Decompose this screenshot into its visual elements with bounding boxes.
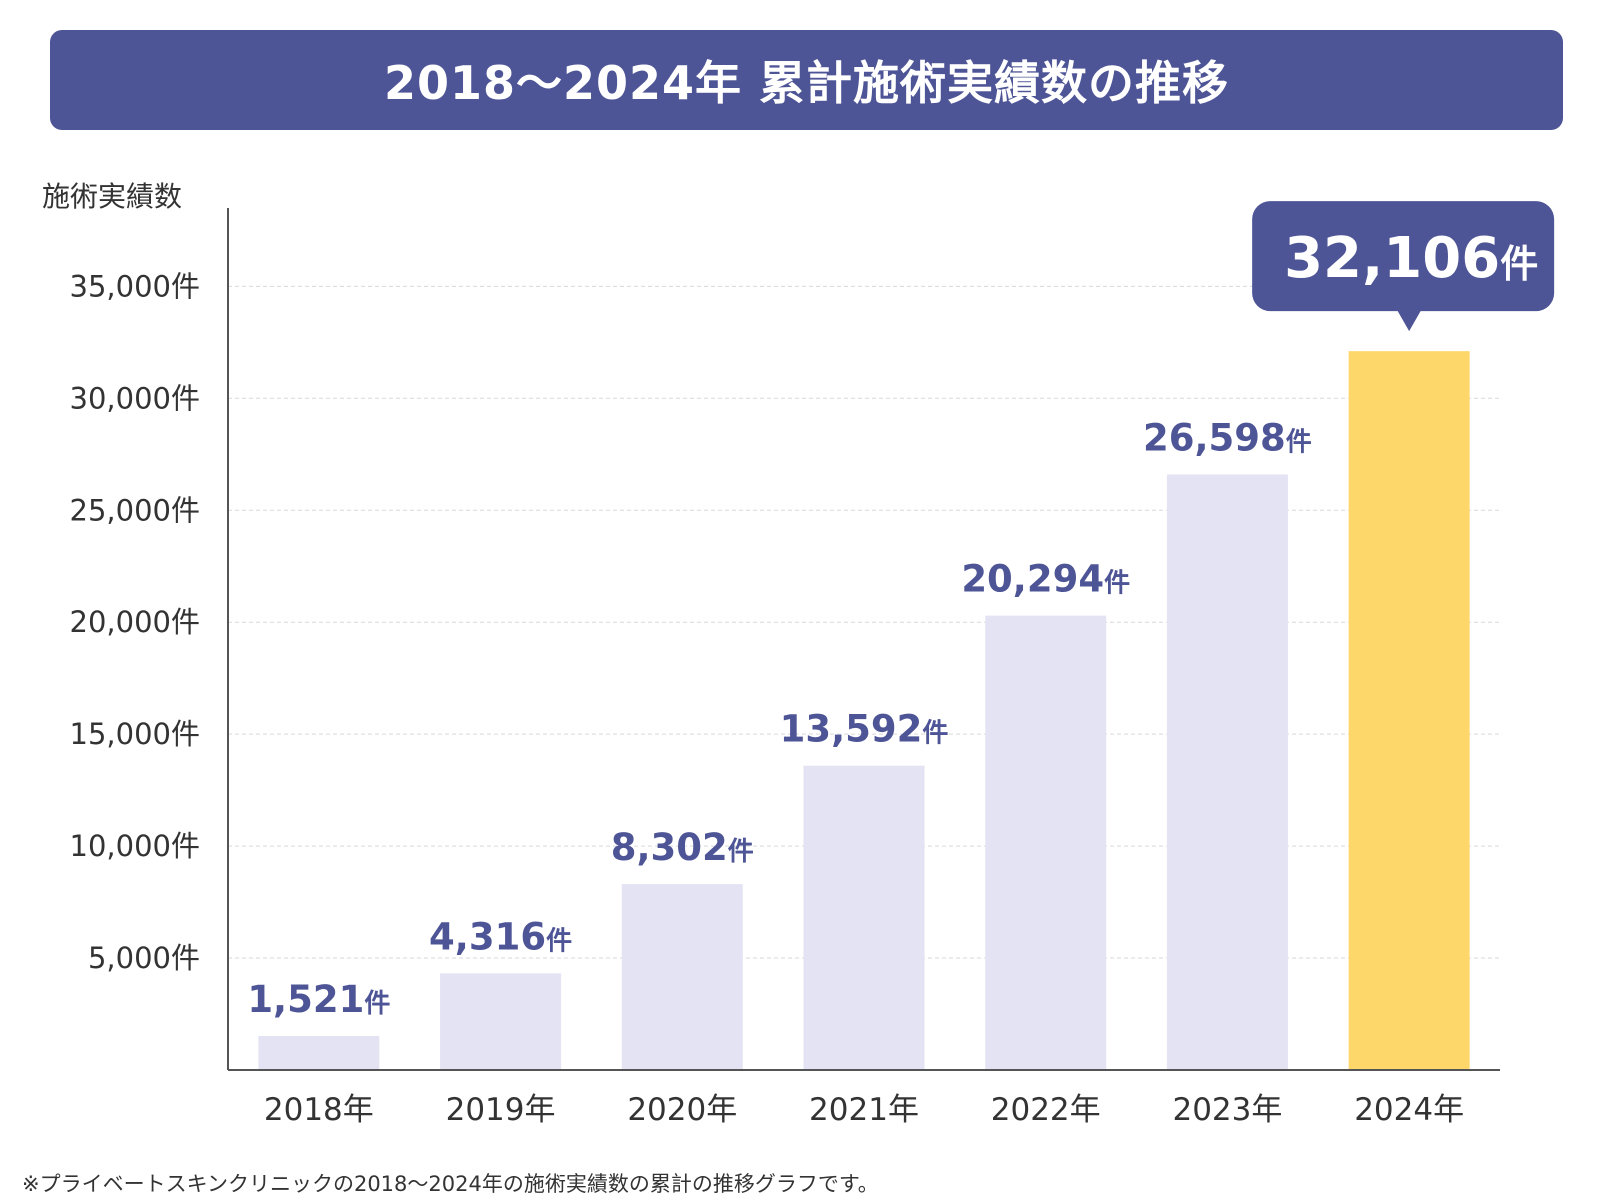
- callout-box: [1252, 201, 1555, 312]
- x-tick-label: 2022年: [991, 1092, 1101, 1128]
- bar: [1166, 474, 1288, 1070]
- x-tick-label: 2023年: [1172, 1092, 1282, 1128]
- data-label: 26,598件: [1143, 416, 1312, 459]
- data-label: 13,592件: [780, 708, 949, 751]
- y-tick-label: 20,000件: [70, 605, 200, 639]
- footnote: ※プライベートスキンクリニックの2018〜2024年の施術実績数の累計の推移グラ…: [22, 1172, 879, 1196]
- data-label: 32,106件: [1284, 226, 1538, 291]
- y-axis-label: 施術実績数: [42, 180, 183, 213]
- data-label: 8,302件: [611, 826, 754, 869]
- bar-chart: 5,000件 10,000件 15,000件 20,000件 25,000件 30,000…: [70, 201, 1555, 1128]
- x-tick-label: 2021年: [809, 1092, 919, 1128]
- y-tick-label: 5,000件: [88, 941, 200, 975]
- bar: [803, 765, 925, 1070]
- bar: [1348, 351, 1470, 1070]
- bar: [985, 615, 1107, 1070]
- y-tick-label: 30,000件: [70, 381, 200, 415]
- x-tick-label: 2018年: [264, 1092, 374, 1128]
- y-tick-label: 25,000件: [70, 493, 200, 527]
- callout-pointer: [1397, 310, 1422, 332]
- bar: [621, 884, 743, 1070]
- y-tick-label: 35,000件: [70, 269, 200, 303]
- x-tick-label: 2024年: [1354, 1092, 1464, 1128]
- x-tick-label: 2020年: [627, 1092, 737, 1128]
- x-tick-label: 2019年: [446, 1092, 556, 1128]
- chart-title: 2018〜2024年 累計施術実績数の推移: [383, 56, 1230, 110]
- data-label: 1,521件: [247, 978, 390, 1021]
- title-banner: 2018〜2024年 累計施術実績数の推移: [50, 30, 1563, 130]
- y-tick-label: 15,000件: [70, 717, 200, 751]
- data-label: 20,294件: [961, 558, 1130, 601]
- bar: [258, 1035, 380, 1070]
- data-label: 4,316件: [429, 915, 572, 958]
- y-tick-label: 10,000件: [70, 829, 200, 863]
- bar: [440, 973, 562, 1070]
